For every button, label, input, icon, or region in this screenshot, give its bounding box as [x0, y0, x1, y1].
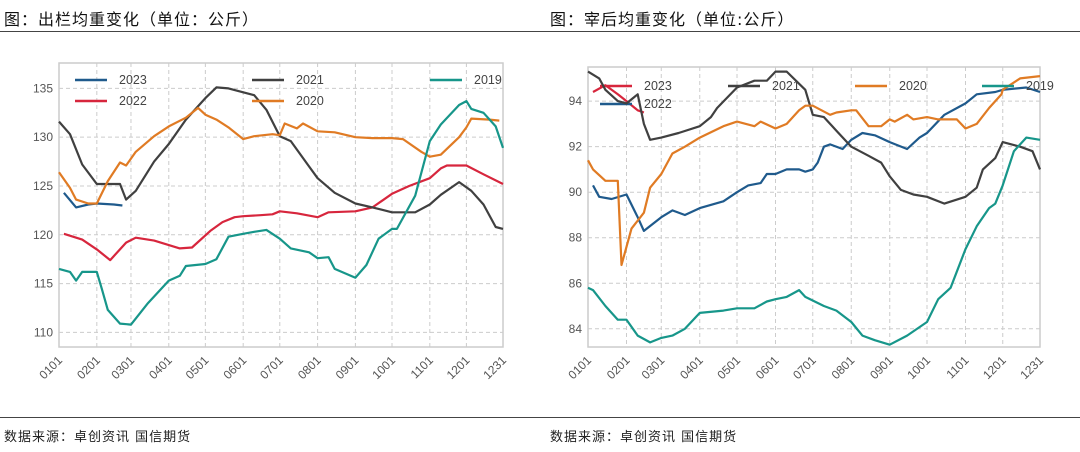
y-tick-label: 86 [569, 276, 583, 290]
x-tick-label: 0701 [257, 353, 286, 382]
x-tick-label: 0101 [565, 353, 594, 382]
y-tick-label: 125 [33, 179, 53, 193]
y-tick-label: 130 [33, 130, 53, 144]
bottom-divider [0, 417, 1080, 418]
y-tick-label: 90 [569, 185, 583, 199]
y-tick-label: 110 [34, 325, 53, 339]
left-source-note: 数据来源：卓创资讯 国信期货 [4, 430, 192, 445]
series-line-2020 [587, 75, 1041, 267]
x-tick-label: 0901 [867, 353, 896, 382]
legend-label-2020: 2020 [296, 94, 324, 108]
series-line-2021 [587, 70, 1042, 205]
x-tick-label: 0801 [829, 353, 858, 382]
x-tick-label: 0201 [604, 353, 633, 382]
x-tick-label: 0301 [108, 353, 137, 382]
x-tick-label: 0301 [639, 353, 668, 382]
right-source-note: 数据来源：卓创资讯 国信期货 [550, 430, 738, 445]
x-tick-label: 0501 [714, 353, 743, 382]
x-tick-label: 1201 [444, 353, 473, 382]
legend-label-2021: 2021 [772, 79, 800, 93]
x-tick-label: 1001 [369, 353, 398, 382]
y-tick-label: 84 [569, 322, 583, 336]
x-tick-label: 1001 [904, 353, 933, 382]
x-tick-label: 1231 [480, 353, 509, 382]
legend-label-2019: 2019 [1026, 79, 1054, 93]
right-line-chart: 0101 0201 0301 0401 0501 0601 0701 0801 0901 1001… [565, 66, 1054, 382]
left-line-chart: 0101 0201 0301 0401 0501 0601 0701 0801 0901 1001… [33, 62, 509, 382]
y-tick-label: 115 [34, 277, 53, 291]
legend-label-2022: 2022 [644, 97, 672, 111]
x-tick-label: 0601 [221, 353, 250, 382]
x-tick-label: 0501 [183, 353, 212, 382]
legend-label-2019: 2019 [474, 73, 502, 87]
series-line-2022 [63, 164, 504, 262]
y-tick-label: 120 [33, 228, 53, 242]
x-tick-label: 0901 [333, 353, 362, 382]
x-tick-label: 0401 [146, 353, 175, 382]
x-tick-label: 0401 [677, 353, 706, 382]
legend-label-2023: 2023 [644, 79, 672, 93]
x-tick-label: 0701 [790, 353, 819, 382]
x-tick-label: 0801 [295, 353, 324, 382]
series-line-2020 [58, 106, 500, 205]
y-tick-label: 135 [33, 81, 53, 95]
right-chart-title: 图：宰后均重变化（单位:公斤） [550, 10, 795, 29]
top-divider [0, 31, 1080, 32]
x-tick-label: 1201 [980, 353, 1009, 382]
legend-label-2021: 2021 [296, 73, 324, 87]
x-tick-label: 0601 [753, 353, 782, 382]
x-tick-label: 0201 [74, 353, 103, 382]
x-tick-label: 1101 [408, 353, 436, 381]
series-line-2022 [592, 86, 1041, 232]
y-tick-label: 92 [569, 140, 583, 154]
y-tick-label: 88 [569, 231, 583, 245]
y-tick-label: 94 [569, 94, 583, 108]
left-chart-title: 图：出栏均重变化（单位：公斤） [4, 10, 260, 29]
legend-label-2022: 2022 [119, 94, 147, 108]
legend-label-2023: 2023 [119, 73, 147, 87]
x-tick-label: 0101 [36, 353, 65, 382]
series-line-2019 [587, 136, 1041, 346]
series-line-2021 [58, 86, 504, 230]
x-tick-label: 1101 [943, 353, 971, 381]
series-line-2019 [58, 100, 505, 326]
legend-label-2020: 2020 [899, 79, 927, 93]
x-tick-label: 1231 [1017, 353, 1046, 382]
